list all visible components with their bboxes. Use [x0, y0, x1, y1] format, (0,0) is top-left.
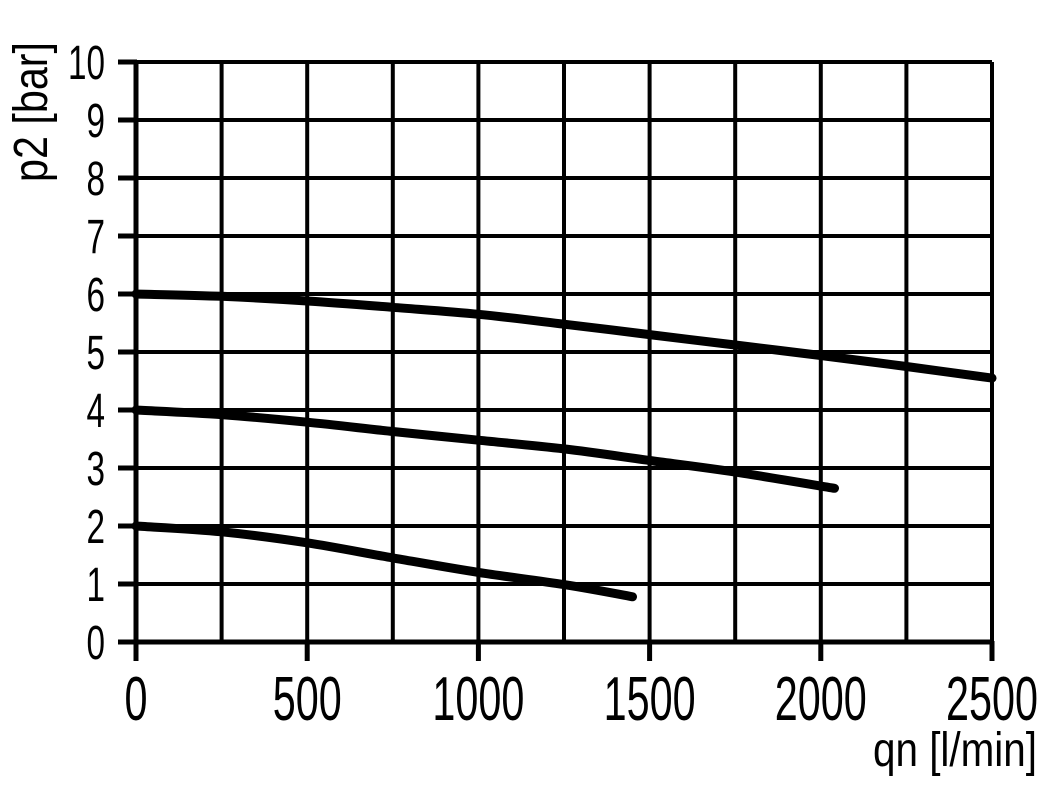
y-axis-title: p2 [bar] [5, 42, 58, 182]
y-tick-label: 1 [87, 559, 106, 612]
grid-lines [136, 60, 994, 642]
x-tick-label: 2500 [946, 665, 1038, 734]
y-tick-label: 7 [87, 211, 106, 264]
x-tick-label: 1500 [604, 665, 696, 734]
y-tick-label: 5 [87, 327, 106, 380]
y-tick-label: 9 [87, 95, 106, 148]
axis-ticks [118, 59, 995, 661]
y-tick-label: 2 [87, 501, 106, 554]
x-tick-label: 500 [273, 665, 342, 734]
flow-curve-2 [131, 405, 839, 493]
y-tick-label: 10 [68, 37, 105, 90]
y-tick-label: 0 [87, 617, 106, 670]
x-tick-label: 1000 [432, 665, 524, 734]
x-tick-label: 2000 [775, 665, 867, 734]
y-tick-label: 4 [87, 385, 106, 438]
data-curves [131, 289, 997, 602]
y-tick-label: 8 [87, 153, 106, 206]
x-axis-title: qn [l/min] [873, 724, 1037, 777]
flow-curve-3 [131, 521, 637, 602]
x-tick-label: 0 [125, 665, 148, 734]
flow-curve-1 [131, 289, 997, 383]
y-tick-label: 3 [87, 443, 106, 496]
y-tick-label: 6 [87, 269, 106, 322]
